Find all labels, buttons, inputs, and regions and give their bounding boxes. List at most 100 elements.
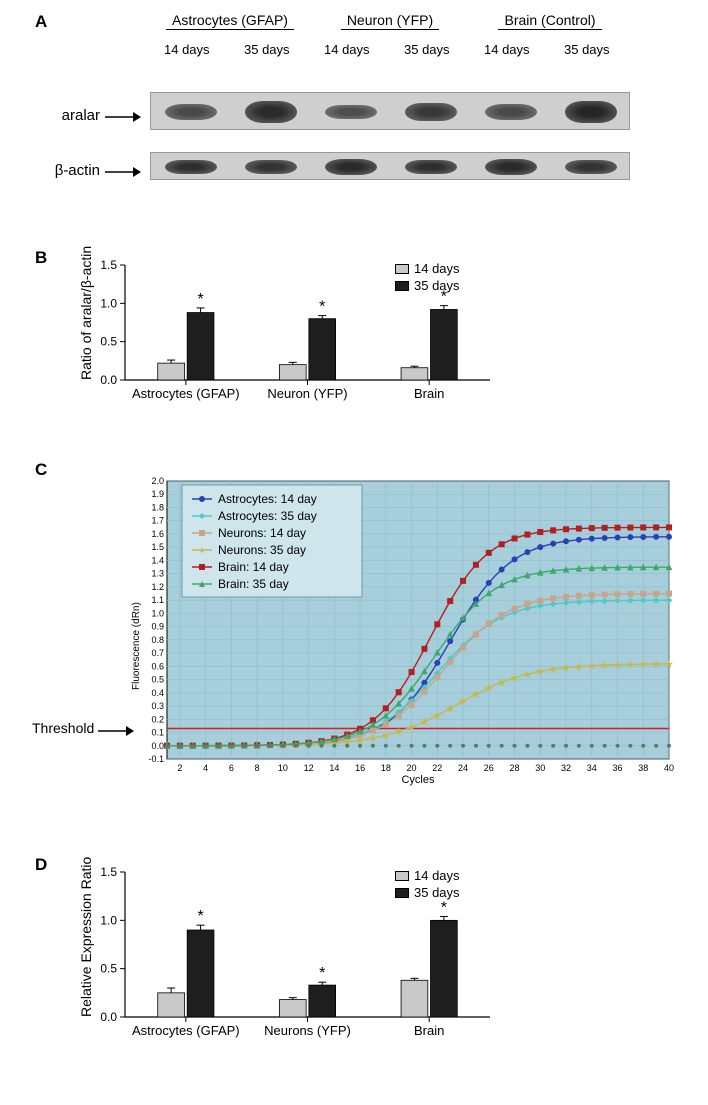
svg-text:Astrocytes (GFAP): Astrocytes (GFAP) <box>132 1023 240 1038</box>
pcr-marker <box>538 598 543 603</box>
svg-text:1.1: 1.1 <box>151 595 164 605</box>
baseline-marker <box>178 744 182 748</box>
y-axis-label: Ratio of aralar/β-actin <box>78 246 94 380</box>
svg-text:*: * <box>319 299 325 316</box>
gel-aralar <box>150 92 630 130</box>
baseline-marker <box>525 744 529 748</box>
legend-swatch <box>395 281 409 291</box>
pcr-marker <box>525 602 530 607</box>
baseline-marker <box>500 744 504 748</box>
svg-text:1.8: 1.8 <box>151 502 164 512</box>
pcr-marker <box>512 557 517 562</box>
bar <box>279 1000 306 1017</box>
baseline-marker <box>204 744 208 748</box>
baseline-marker <box>319 744 323 748</box>
svg-text:1.6: 1.6 <box>151 529 164 539</box>
baseline-marker <box>667 744 671 748</box>
bar <box>158 993 185 1017</box>
svg-text:*: * <box>197 291 203 308</box>
svg-text:30: 30 <box>535 763 545 773</box>
pcr-marker <box>370 728 375 733</box>
wb-band <box>565 101 617 123</box>
wb-band <box>485 159 537 175</box>
svg-text:4: 4 <box>203 763 208 773</box>
svg-text:0.3: 0.3 <box>151 701 164 711</box>
wb-row-label-aralar: aralar <box>20 107 100 124</box>
wb-band <box>245 101 297 122</box>
pcr-marker <box>396 713 401 718</box>
svg-text:0.5: 0.5 <box>151 675 164 685</box>
svg-text:Neuron (YFP): Neuron (YFP) <box>267 386 347 401</box>
pcr-marker <box>538 545 543 550</box>
svg-text:1.3: 1.3 <box>151 569 164 579</box>
svg-text:18: 18 <box>381 763 391 773</box>
svg-text:0.7: 0.7 <box>151 648 164 658</box>
pcr-marker <box>383 706 388 711</box>
svg-text:1.9: 1.9 <box>151 489 164 499</box>
svg-text:1.4: 1.4 <box>151 555 164 565</box>
pcr-marker <box>564 539 569 544</box>
baseline-marker <box>242 744 246 748</box>
baseline-marker <box>654 744 658 748</box>
panel-a-western-blot: Astrocytes (GFAP)14 days35 daysNeuron (Y… <box>35 12 675 212</box>
y-axis-label: Fluorescence (dRn) <box>131 602 142 690</box>
pcr-marker <box>512 606 517 611</box>
svg-text:34: 34 <box>587 763 597 773</box>
pcr-marker <box>473 562 478 567</box>
pcr-marker <box>538 529 543 534</box>
baseline-marker <box>397 744 401 748</box>
pcr-marker <box>576 526 581 531</box>
svg-text:0.0: 0.0 <box>151 741 164 751</box>
baseline-marker <box>422 744 426 748</box>
wb-day-label: 35 days <box>244 42 290 57</box>
legend: 14 days35 days <box>395 868 460 902</box>
baseline-marker <box>461 744 465 748</box>
baseline-marker <box>448 744 452 748</box>
bar <box>158 363 185 380</box>
pcr-marker <box>641 525 646 530</box>
panel-d-bar-chart: Relative Expression Ratio0.00.51.01.5*As… <box>70 862 500 1047</box>
pcr-marker <box>422 646 427 651</box>
panel-b-label: B <box>35 248 47 268</box>
pcr-marker <box>667 591 672 596</box>
baseline-marker <box>358 744 362 748</box>
svg-text:0.5: 0.5 <box>100 335 117 349</box>
svg-text:38: 38 <box>638 763 648 773</box>
legend-text: Astrocytes: 14 day <box>218 492 317 506</box>
svg-text:26: 26 <box>484 763 494 773</box>
svg-text:1.2: 1.2 <box>151 582 164 592</box>
baseline-marker <box>384 744 388 748</box>
pcr-marker <box>525 532 530 537</box>
svg-text:0.6: 0.6 <box>151 661 164 671</box>
pcr-marker <box>654 591 659 596</box>
pcr-marker <box>654 525 659 530</box>
pcr-marker <box>551 596 556 601</box>
pcr-marker <box>551 528 556 533</box>
pcr-marker <box>409 702 414 707</box>
y-axis-label: Relative Expression Ratio <box>78 857 94 1017</box>
svg-text:16: 16 <box>355 763 365 773</box>
baseline-marker <box>191 744 195 748</box>
legend-text: Neurons: 35 day <box>218 543 306 557</box>
svg-text:24: 24 <box>458 763 468 773</box>
legend-text: 14 days <box>414 261 460 276</box>
svg-text:*: * <box>319 965 325 982</box>
svg-text:Astrocytes (GFAP): Astrocytes (GFAP) <box>132 386 240 401</box>
bar <box>187 930 214 1017</box>
pcr-marker <box>383 722 388 727</box>
baseline-marker <box>332 744 336 748</box>
legend-text: Neurons: 14 day <box>218 526 306 540</box>
panel-d-label: D <box>35 855 47 875</box>
baseline-marker <box>590 744 594 748</box>
baseline-marker <box>603 744 607 748</box>
baseline-marker <box>641 744 645 748</box>
svg-text:0.5: 0.5 <box>100 962 117 976</box>
pcr-marker <box>602 535 607 540</box>
pcr-marker <box>461 578 466 583</box>
svg-text:0.2: 0.2 <box>151 714 164 724</box>
baseline-marker <box>487 744 491 748</box>
wb-band <box>405 160 457 175</box>
wb-col-header: Brain (Control) <box>480 12 620 33</box>
bar <box>431 920 458 1017</box>
wb-band <box>325 159 377 175</box>
